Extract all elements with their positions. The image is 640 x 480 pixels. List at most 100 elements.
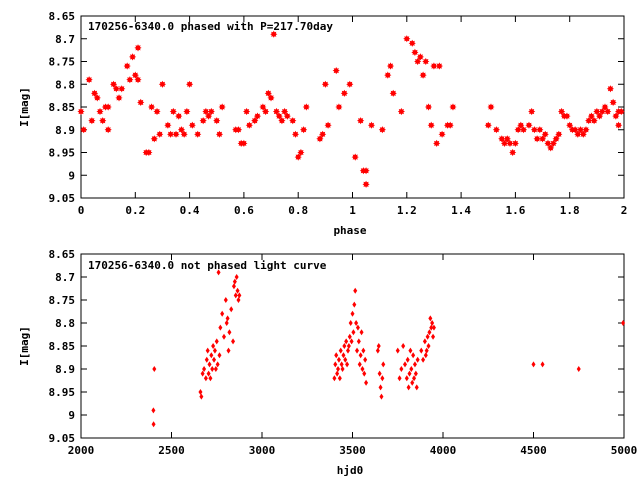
unphased-y-tick-label: 8.7 — [55, 271, 75, 284]
unphased-data-point — [397, 375, 402, 382]
unphased-chart-title: 170256-6340.0 not phased light curve — [88, 259, 327, 272]
unphased-data-point — [227, 329, 232, 336]
unphased-data-point — [332, 375, 337, 382]
phased-data-point — [167, 130, 175, 138]
phased-data-point — [88, 117, 96, 125]
unphased-x-tick-label: 5000 — [611, 444, 638, 457]
unphased-data-point — [415, 356, 420, 363]
unphased-data-point — [375, 347, 380, 354]
unphased-data-point — [357, 361, 362, 368]
phased-data-point — [590, 117, 598, 125]
phased-data-point — [202, 107, 210, 116]
unphased-y-label: I[mag] — [18, 326, 31, 366]
phased-y-tick-label: 8.85 — [49, 101, 76, 114]
unphased-x-tick-label: 2000 — [68, 444, 95, 457]
phased-x-tick-label: 0 — [78, 204, 85, 217]
phased-x-tick-label: 0.2 — [125, 204, 145, 217]
phased-data-point — [514, 126, 522, 134]
unphased-data-point — [355, 347, 360, 354]
phased-data-point — [123, 62, 131, 70]
phased-data-point — [609, 98, 617, 106]
unphased-data-point — [231, 283, 236, 290]
unphased-data-point — [336, 356, 341, 363]
unphased-data-point — [361, 347, 366, 354]
unphased-x-tick-label: 4000 — [430, 444, 457, 457]
unphased-chart: 8.65 8.7 8.75 8.8 8.85 8.9 8.95 9 9.05 2000 2500 3… — [18, 248, 637, 477]
phased-data-point — [593, 107, 601, 116]
phased-data-point — [188, 121, 196, 129]
phased-data-point — [302, 103, 310, 111]
unphased-x-tick-label: 4500 — [520, 444, 547, 457]
unphased-data-point — [343, 356, 348, 363]
phased-data-point — [96, 107, 104, 116]
phased-data-point — [536, 126, 544, 134]
unphased-data-point — [151, 421, 156, 428]
unphased-y-ticks: 8.65 8.7 8.75 8.8 8.85 8.9 8.95 9 9.05 — [49, 248, 624, 445]
phased-data-point — [137, 98, 145, 106]
unphased-data-point — [379, 393, 384, 400]
phased-data-point — [77, 107, 85, 116]
unphased-data-point — [208, 375, 213, 382]
unphased-data-point — [377, 370, 382, 377]
unphased-data-point — [152, 366, 157, 372]
unphased-data-point — [411, 352, 416, 359]
unphased-y-tick-label: 9 — [68, 409, 75, 422]
phased-data-point — [134, 44, 142, 52]
phased-data-point — [131, 71, 139, 79]
phased-y-tick-label: 8.95 — [49, 147, 76, 160]
unphased-data-point — [215, 361, 220, 368]
phased-data-point — [511, 139, 519, 147]
phased-data-point — [408, 39, 416, 47]
phased-y-tick-label: 9.05 — [49, 192, 76, 205]
phased-data-point — [104, 103, 112, 111]
unphased-data-point — [412, 375, 417, 382]
phased-data-point — [530, 126, 538, 134]
unphased-data-point — [621, 320, 626, 326]
phased-x-tick-label: 1.4 — [451, 204, 471, 217]
phased-data-point — [91, 89, 99, 97]
phased-data-point — [601, 103, 609, 111]
phased-data-point — [612, 112, 620, 120]
unphased-data-point — [363, 356, 368, 363]
phased-data-point — [319, 130, 327, 138]
phased-data-point — [386, 62, 395, 70]
phased-data-point — [281, 107, 289, 116]
unphased-data-point — [198, 389, 203, 395]
unphased-data-point — [235, 287, 240, 294]
phased-data-point — [528, 107, 536, 116]
unphased-data-point — [237, 292, 242, 299]
phased-data-point — [351, 153, 359, 161]
phased-data-point — [435, 62, 443, 70]
phased-data-point — [169, 107, 177, 116]
unphased-data-point — [354, 320, 359, 326]
phased-data-point — [183, 107, 191, 116]
phased-x-tick-label: 1.2 — [397, 204, 417, 217]
unphased-data-point — [531, 361, 536, 368]
phased-data-point — [411, 48, 419, 56]
phased-data-point — [194, 130, 202, 138]
phased-data-point — [547, 144, 555, 152]
unphased-data-point — [347, 333, 352, 340]
phased-data-point — [80, 126, 88, 134]
unphased-data-point — [232, 278, 237, 285]
unphased-y-tick-label: 8.9 — [55, 363, 75, 376]
phased-data-point — [403, 35, 411, 43]
phased-plot-frame — [80, 15, 625, 199]
phased-data-point — [332, 67, 340, 75]
phased-data-point — [506, 139, 514, 147]
phased-data-point — [164, 121, 172, 129]
unphased-plot-frame — [80, 253, 625, 439]
phased-data-point — [93, 94, 101, 102]
unphased-data-point — [229, 306, 234, 313]
unphased-x-tick-label: 3500 — [339, 444, 366, 457]
phased-chart-title: 170256-6340.0 phased with P=217.70day — [88, 20, 333, 33]
unphased-data-point — [333, 361, 338, 368]
phased-data-point — [519, 126, 528, 134]
unphased-points — [151, 269, 626, 428]
phased-data-point — [278, 117, 286, 125]
unphased-data-point — [431, 324, 436, 331]
unphased-data-point — [204, 356, 209, 363]
unphased-data-point — [350, 310, 355, 317]
phased-data-point — [362, 167, 370, 175]
